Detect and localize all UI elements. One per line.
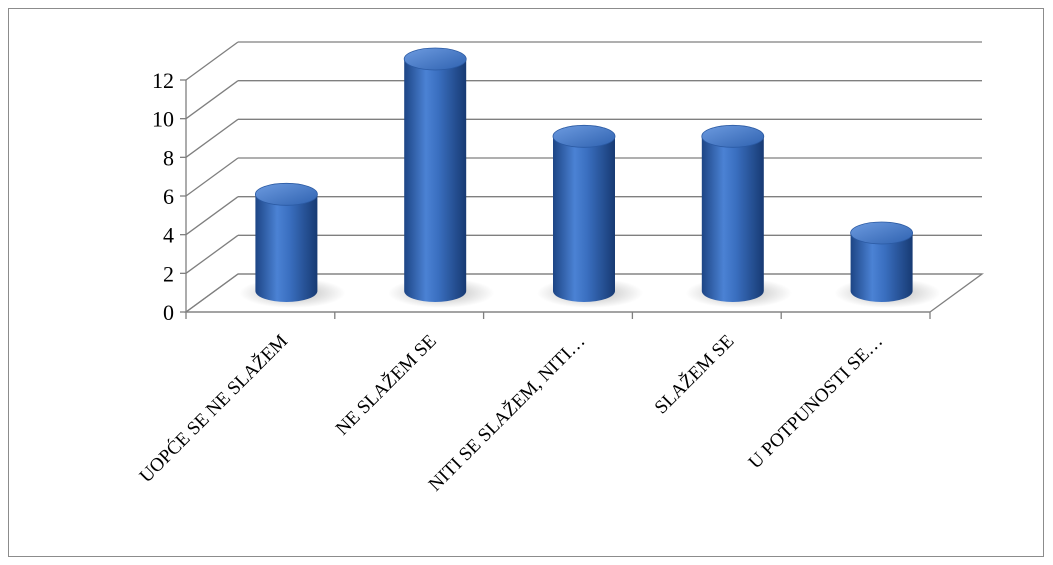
x-category-label: UOPĆE SE NE SLAŽEM bbox=[135, 330, 292, 487]
gridline-side bbox=[185, 196, 239, 236]
y-tick-label: 0 bbox=[163, 300, 174, 325]
y-tick-label: 8 bbox=[163, 145, 174, 170]
y-tick-label: 2 bbox=[163, 261, 174, 286]
y-tick-label: 4 bbox=[163, 223, 174, 248]
x-category-label: NITI SE SLAŽEM, NITI… bbox=[424, 330, 590, 496]
bar-top bbox=[254, 182, 318, 206]
bar-top bbox=[850, 221, 913, 245]
bars bbox=[239, 47, 941, 308]
gridline-side bbox=[185, 157, 239, 197]
y-tick-label: 10 bbox=[152, 107, 174, 132]
axes bbox=[180, 79, 931, 319]
bar bbox=[404, 59, 467, 302]
gridline-side bbox=[185, 80, 239, 120]
x-category-label: NE SLAŽEM SE bbox=[331, 330, 441, 440]
bar bbox=[850, 233, 913, 302]
bar-top bbox=[701, 124, 765, 148]
x-category-label: SLAŽEM SE bbox=[650, 330, 738, 418]
x-category-label: U POTPUNOSTI SE… bbox=[745, 331, 888, 474]
bar bbox=[701, 136, 764, 302]
gridline-side bbox=[185, 273, 239, 313]
bar-top bbox=[403, 47, 467, 71]
bar bbox=[553, 136, 615, 302]
gridline-side bbox=[185, 234, 239, 274]
bar-top bbox=[552, 124, 616, 148]
y-tick-label: 12 bbox=[152, 68, 174, 93]
gridline-side bbox=[185, 118, 239, 158]
gridline-side bbox=[185, 41, 239, 81]
bar bbox=[255, 194, 318, 302]
y-tick-label: 6 bbox=[163, 184, 174, 209]
